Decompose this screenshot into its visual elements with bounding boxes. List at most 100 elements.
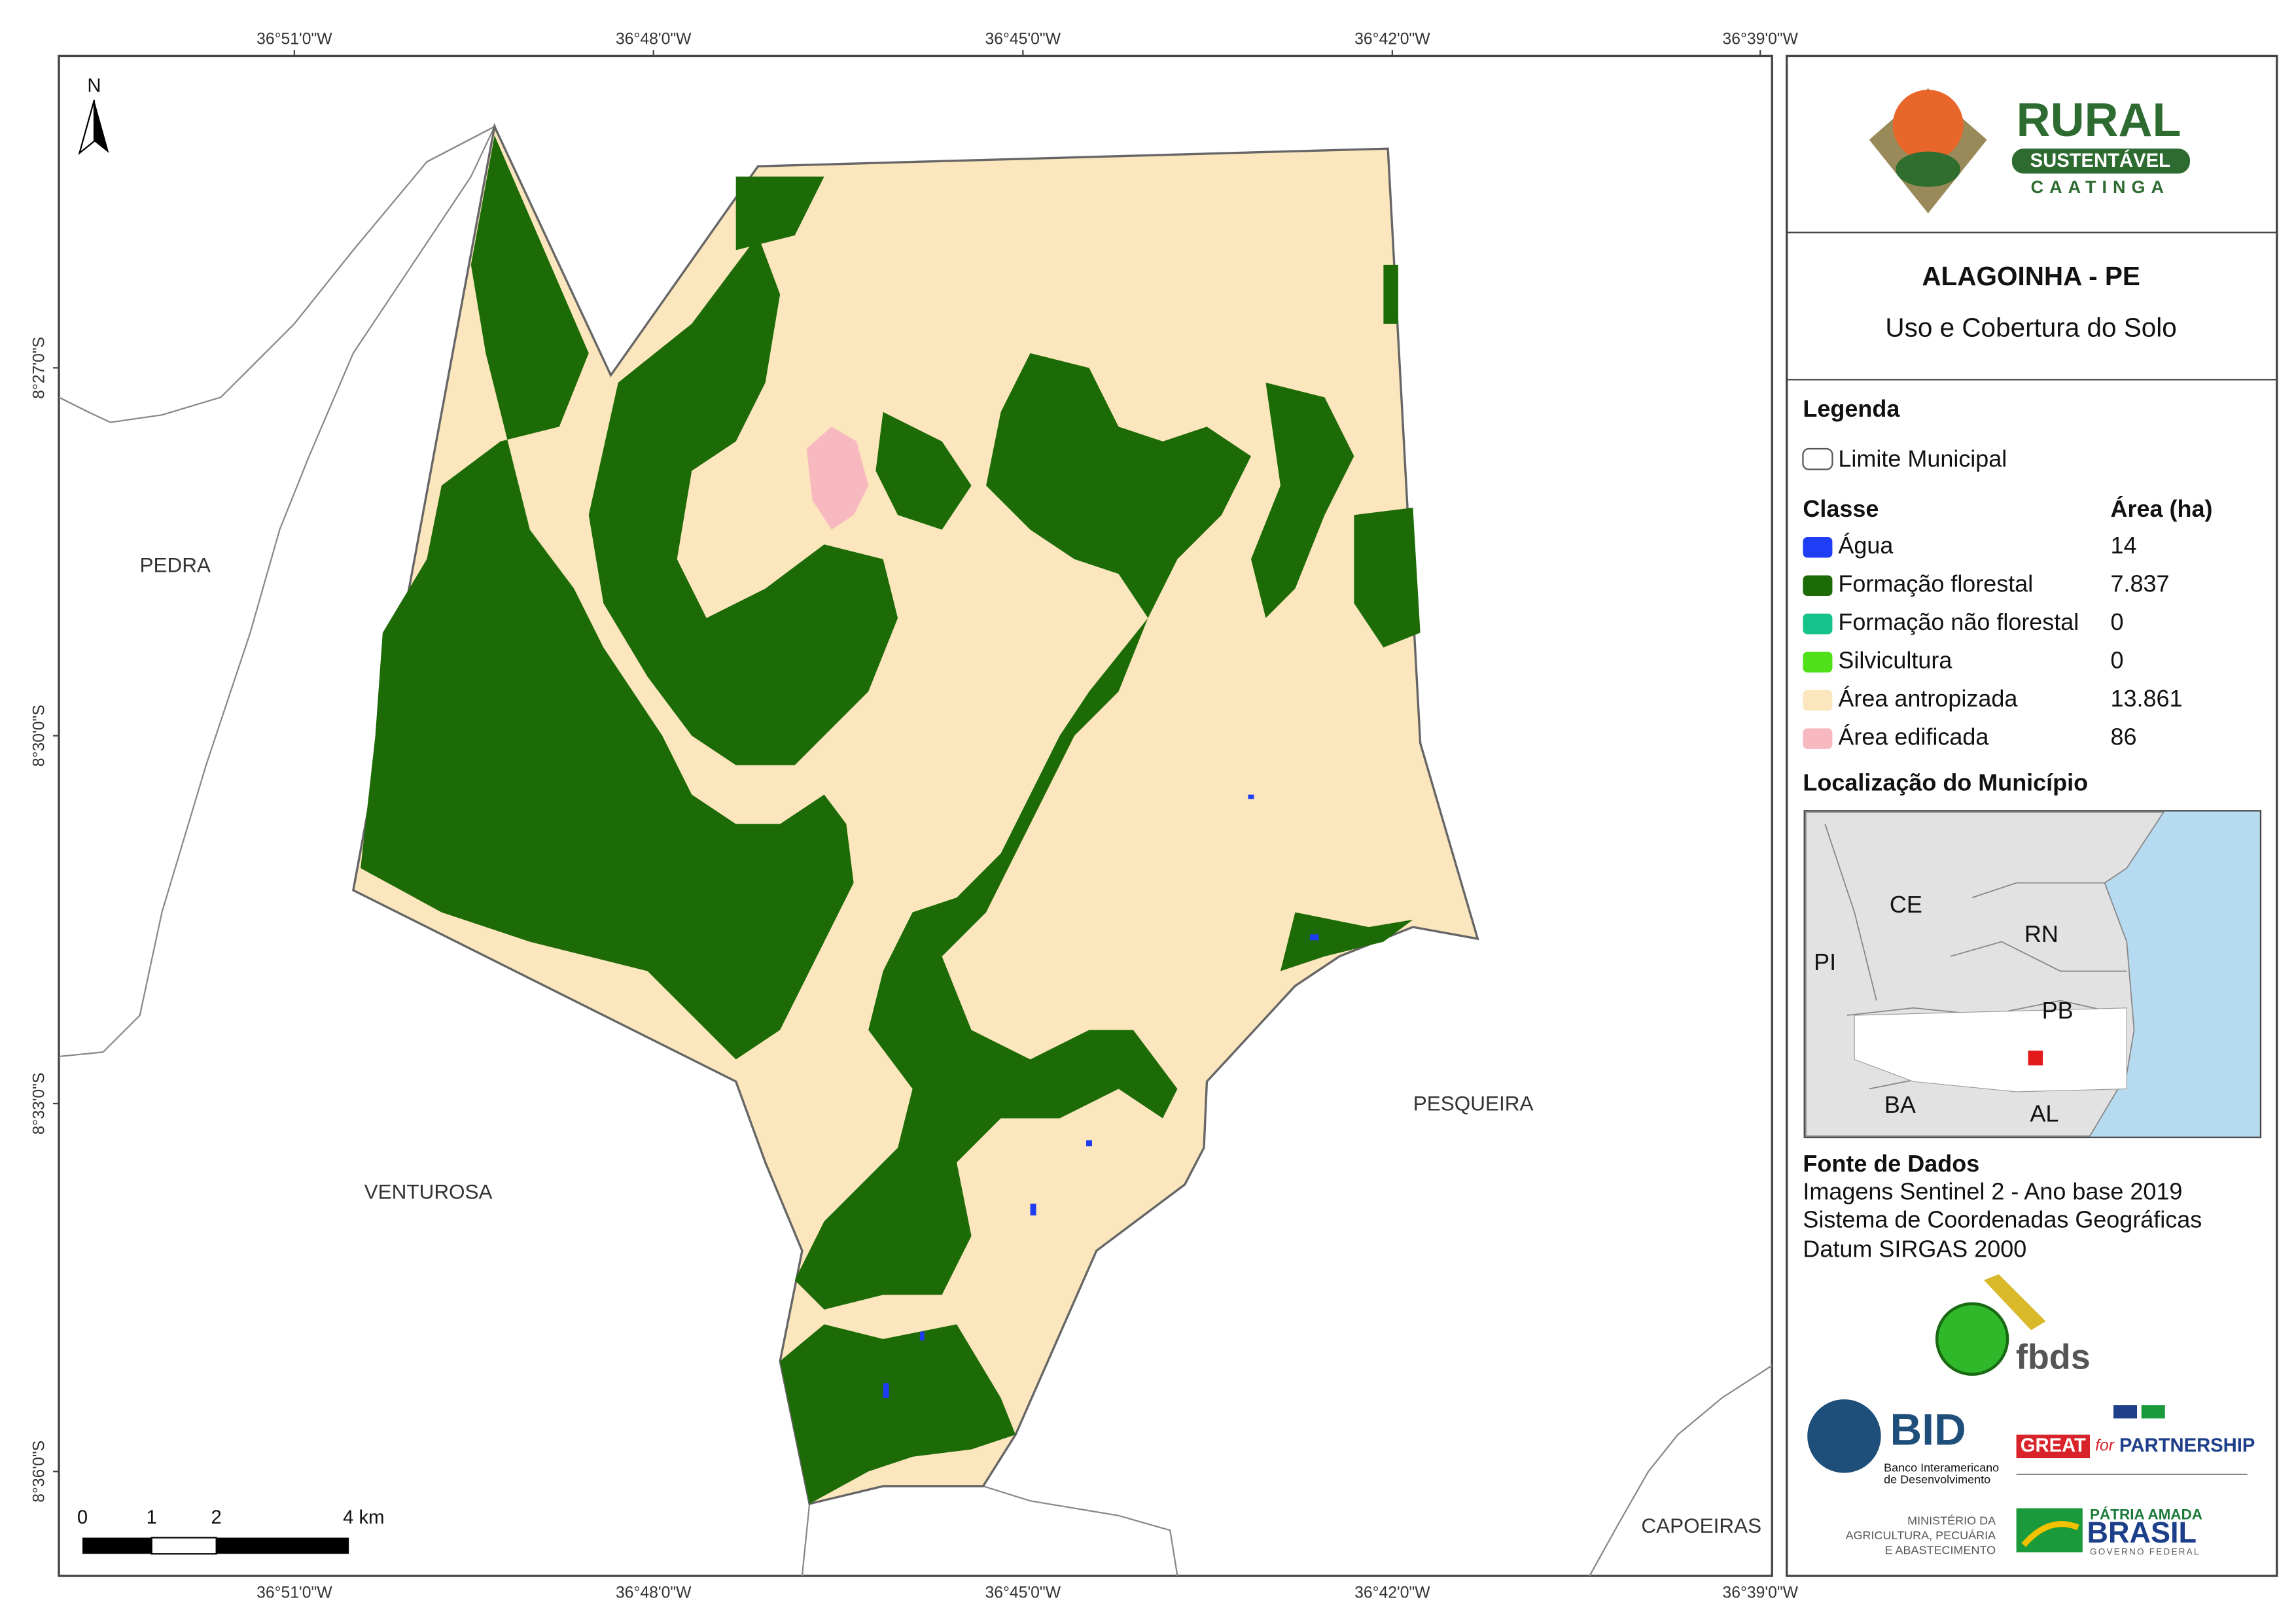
legend-title: Legenda: [1803, 395, 1900, 422]
longitude-label: 36°51'0"W: [256, 30, 332, 48]
neighbor-boundaries: [58, 124, 1773, 1577]
forest-patch: [735, 176, 824, 251]
boundary-line: [983, 1485, 1178, 1577]
longitude-label: 36°45'0"W: [985, 1584, 1061, 1602]
bid-name: de Desenvolvimento: [1884, 1473, 1990, 1486]
boundary-line: [1589, 1365, 1773, 1577]
great-box: [2016, 1435, 2091, 1459]
forest-patch: [1354, 508, 1421, 648]
fbds-text: fbds: [2016, 1338, 2091, 1377]
inset-pernambuco: [1854, 1007, 2127, 1092]
logo-sun: [1892, 90, 1964, 161]
legend-area: 13.861: [2111, 685, 2183, 712]
legend-area: 7.837: [2111, 570, 2170, 597]
latitude-label: 8°36'0"S: [30, 1440, 48, 1503]
water-body: [883, 1383, 889, 1398]
ministry-text: AGRICULTURA, PECUÁRIA: [1846, 1529, 1996, 1542]
legend-area: 0: [2111, 608, 2124, 635]
built-area: [806, 427, 869, 530]
map-subtitle: Uso e Cobertura do Solo: [1885, 313, 2176, 343]
scale-bar: [216, 1537, 349, 1554]
legend-swatch: [1803, 613, 1833, 635]
source-line: Sistema de Coordenadas Geográficas: [1803, 1206, 2202, 1232]
legend-header: Área (ha): [2111, 495, 2213, 522]
longitude-label: 36°48'0"W: [616, 1584, 692, 1602]
north-arrow: [78, 99, 96, 155]
ministry-text: MINISTÉRIO DA: [1907, 1514, 1996, 1527]
place-name: VENTUROSA: [364, 1180, 493, 1204]
forest-cover: [361, 135, 1421, 1504]
logo-subtitle: CAATINGA: [2031, 177, 2170, 197]
longitude-label: 36°45'0"W: [985, 30, 1061, 48]
brazil-flag: [2141, 1405, 2165, 1419]
logo-ribbon-text: SUSTENTÁVEL: [2030, 149, 2170, 171]
legend-label: Limite Municipal: [1838, 445, 2007, 472]
logo-tree: [1896, 151, 1961, 187]
latitude-label: 8°30'0"S: [30, 705, 48, 767]
scale-label: 4 km: [343, 1507, 384, 1528]
state-label: AL: [2030, 1100, 2058, 1126]
map-body: N 0 1 2 4 km PEDRA VENTUROSA PESQUEIRA C…: [58, 75, 1773, 1577]
scale-bar: [82, 1537, 152, 1554]
legend-area: 86: [2111, 724, 2137, 750]
latitude-label: 8°33'0"S: [30, 1073, 48, 1135]
source-line: Datum SIRGAS 2000: [1803, 1235, 2026, 1262]
graticule: 36°51'0"W 36°51'0"W 36°48'0"W 36°48'0"W 36°4…: [30, 30, 1798, 1601]
legend-area: 14: [2111, 532, 2137, 559]
logo-title: RURAL: [2017, 94, 2181, 147]
legend-rows: Água 14 Formação florestal 7.837 Formação nã…: [1803, 532, 2183, 750]
legend-label: Área edificada: [1838, 724, 1988, 750]
boundary-line: [58, 124, 497, 1058]
legend-swatch: [1803, 652, 1833, 672]
place-name: CAPOEIRAS: [1641, 1514, 1761, 1537]
forest-patch: [1250, 382, 1354, 618]
place-name: PEDRA: [139, 553, 210, 576]
legend-label: Formação florestal: [1838, 570, 2033, 597]
longitude-label: 36°51'0"W: [256, 1584, 332, 1602]
longitude-label: 36°48'0"W: [616, 30, 692, 48]
legend-label: Área antropizada: [1838, 685, 2017, 712]
for-text: for: [2095, 1437, 2115, 1455]
inset-marker: [2028, 1051, 2043, 1066]
scale-label: 1: [147, 1507, 157, 1528]
place-name: PESQUEIRA: [1413, 1092, 1534, 1115]
forest-patch: [794, 353, 1251, 1310]
legend-swatch: [1803, 728, 1833, 749]
scale-label: 2: [211, 1507, 222, 1528]
water: [883, 794, 1319, 1398]
state-label: PB: [2042, 997, 2074, 1024]
scale-bar: [150, 1537, 217, 1555]
legend-area: 0: [2111, 647, 2124, 674]
water-body: [1086, 1140, 1093, 1147]
state-label: CE: [1890, 891, 1922, 918]
state-label: PI: [1814, 949, 1836, 975]
legend-label: Silvicultura: [1838, 647, 1952, 674]
forest-patch: [1280, 912, 1413, 971]
water-body: [1309, 934, 1319, 941]
forest-patch: [1383, 264, 1398, 324]
great-text: GREAT: [2021, 1435, 2086, 1456]
bid-name: Banco Interamericano: [1884, 1461, 1999, 1475]
forest-patch: [875, 411, 972, 530]
forest-patch: [780, 1324, 1016, 1504]
state-label: BA: [1884, 1091, 1916, 1118]
section-title: Localização do Município: [1803, 769, 2088, 795]
patria-text: PÁTRIA AMADA: [2090, 1507, 2202, 1523]
brasil-text: BRASIL: [2087, 1516, 2197, 1549]
legend-header: Classe: [1803, 495, 1879, 522]
source-line: Imagens Sentinel 2 - Ano base 2019: [1803, 1178, 2182, 1205]
boundary-line: [426, 126, 495, 163]
section-title: Fonte de Dados: [1803, 1150, 1979, 1177]
water-body: [1248, 794, 1254, 799]
map-title: ALAGOINHA - PE: [1922, 261, 2140, 291]
fbds-mark: [1984, 1274, 2046, 1331]
legend-label: Formação não florestal: [1838, 608, 2079, 635]
uk-flag: [2113, 1405, 2138, 1419]
longitude-label: 36°39'0"W: [1722, 30, 1798, 48]
bid-text: BID: [1890, 1406, 1966, 1455]
ministry-text: E ABASTECIMENTO: [1885, 1544, 1996, 1557]
boundary-line: [801, 1503, 811, 1577]
longitude-label: 36°42'0"W: [1354, 30, 1430, 48]
water-body: [919, 1331, 925, 1341]
